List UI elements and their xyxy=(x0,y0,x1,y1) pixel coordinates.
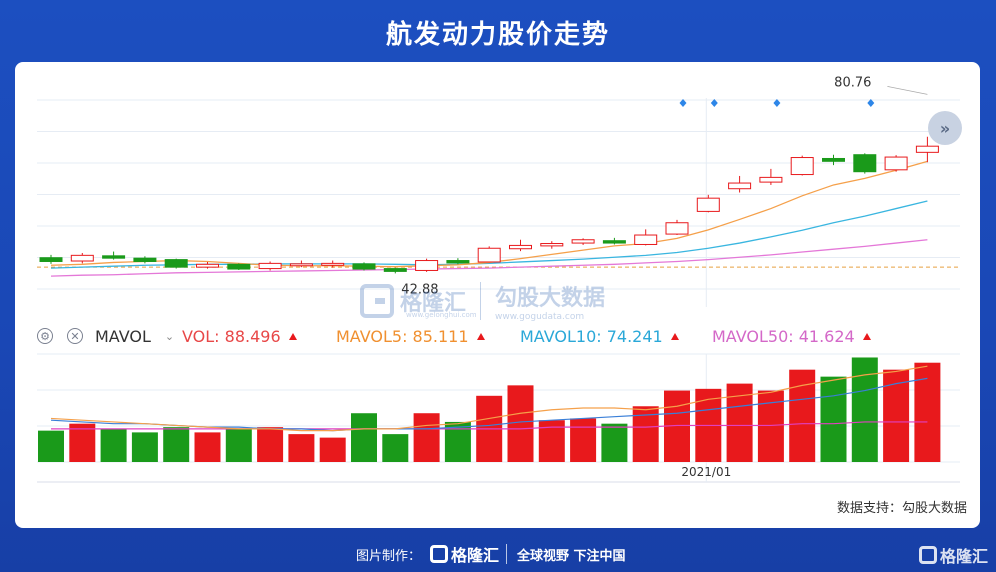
watermark-brand: 格隆汇 xyxy=(400,291,467,316)
up-arrow-icon xyxy=(862,333,871,340)
candle-body xyxy=(321,262,345,266)
mavol-selector[interactable]: MAVOL ⌄ xyxy=(95,327,174,346)
candle-body xyxy=(571,239,595,244)
volume-bar xyxy=(601,423,628,462)
volume-bar xyxy=(413,413,440,462)
watermark-product: 勾股大数据 xyxy=(495,286,606,311)
watermark-logo-icon xyxy=(360,284,394,318)
candle-body xyxy=(289,263,313,267)
candle-body xyxy=(884,156,908,171)
volume-bar xyxy=(194,432,221,462)
volume-bar xyxy=(820,376,847,462)
candle-body xyxy=(759,176,783,183)
candle-body xyxy=(665,222,689,235)
x-tick-label: 2021/01 xyxy=(681,465,731,479)
candle-body xyxy=(540,243,564,247)
volume-bar xyxy=(914,362,941,462)
candle-body xyxy=(258,262,282,270)
up-arrow-icon xyxy=(476,333,485,340)
volume-bar xyxy=(288,434,315,462)
volume-bar xyxy=(163,427,190,462)
candle-body xyxy=(164,259,188,268)
volume-bar xyxy=(38,430,64,462)
watermark-domain-right: www.gogudata.com xyxy=(495,312,585,322)
candle-body xyxy=(915,145,939,153)
corner-logo: 格隆汇 xyxy=(918,543,988,567)
mavol5-indicator: MAVOL5: 85.111 xyxy=(336,327,485,346)
event-marker xyxy=(710,99,718,107)
candle-body xyxy=(102,255,126,259)
gear-icon[interactable]: ⚙ xyxy=(37,328,53,344)
volume-bar xyxy=(319,437,346,462)
mavol50-indicator: MAVOL50: 41.624 xyxy=(712,327,871,346)
volume-bar xyxy=(851,357,878,462)
footer-slogan: 全球视野 下注中国 xyxy=(517,549,626,564)
volume-bar xyxy=(570,418,597,462)
volume-bar xyxy=(225,428,252,462)
chart-card: 2021/01 80.76 42.88 格隆汇 www.gelonghui.com … xyxy=(15,62,980,528)
candle-body xyxy=(446,260,470,264)
brand-logo-icon xyxy=(918,546,937,564)
mavol50-value: MAVOL50: 41.624 xyxy=(712,327,855,346)
high-pointer xyxy=(887,86,928,95)
volume-bar xyxy=(69,423,96,462)
stock-chart: 2021/01 80.76 42.88 xyxy=(37,75,960,483)
up-arrow-icon xyxy=(670,333,679,340)
vol-ma50-line xyxy=(51,421,928,430)
page-title: 航发动力股价走势 xyxy=(385,20,610,50)
volume-bar xyxy=(382,434,409,462)
mavol-label: MAVOL xyxy=(95,327,151,346)
mavol10-value: MAVOL10: 74.241 xyxy=(520,327,663,346)
footer-made-by: 图片制作： xyxy=(356,549,422,564)
volume-bar xyxy=(100,428,127,462)
candle-body xyxy=(352,263,376,270)
mavol5-value: MAVOL5: 85.111 xyxy=(336,327,469,346)
vol-value: VOL: 88.496 xyxy=(182,327,281,346)
candle-body xyxy=(477,247,501,263)
candle-body xyxy=(383,268,407,272)
footer: 图片制作： 格隆汇 全球视野 下注中国 格隆汇 xyxy=(0,540,996,572)
event-marker xyxy=(867,99,875,107)
volume-bar xyxy=(507,385,534,462)
volume-bar xyxy=(538,420,565,462)
corner-brand: 格隆汇 xyxy=(939,547,988,566)
candle-body xyxy=(133,257,157,262)
close-icon[interactable]: ✕ xyxy=(67,328,83,344)
volume-bar xyxy=(131,432,158,462)
brand-logo-icon xyxy=(430,545,448,563)
vol-indicator: VOL: 88.496 xyxy=(182,327,297,346)
footer-brand: 格隆汇 xyxy=(451,546,500,565)
watermark: 格隆汇 www.gelonghui.com 勾股大数据 www.gogudata… xyxy=(360,280,605,322)
mavol10-indicator: MAVOL10: 74.241 xyxy=(520,327,679,346)
ma50-line xyxy=(50,239,928,277)
candle-body xyxy=(634,234,658,245)
candle-body xyxy=(196,263,219,268)
candle-body xyxy=(790,157,814,176)
volume-bar xyxy=(257,427,284,462)
candle-body xyxy=(39,257,63,262)
candle-body xyxy=(415,260,439,271)
candle-body xyxy=(696,197,720,212)
chevron-down-icon: ⌄ xyxy=(164,330,175,343)
data-support-text: 数据支持：勾股大数据 xyxy=(836,501,967,516)
event-marker xyxy=(773,99,781,107)
candle-body xyxy=(853,154,877,173)
low-price-label: 42.88 xyxy=(401,282,438,297)
high-price-label: 80.76 xyxy=(834,75,871,90)
candle-body xyxy=(728,182,752,190)
up-arrow-icon xyxy=(288,333,297,340)
candle-body xyxy=(509,244,532,250)
event-marker xyxy=(679,99,687,107)
candle-body xyxy=(822,157,845,162)
chevron-right-icon[interactable]: » xyxy=(928,111,962,145)
vol-ma5-line xyxy=(50,365,928,432)
watermark-divider xyxy=(480,282,482,320)
candle-body xyxy=(227,263,251,270)
footer-logo: 格隆汇 xyxy=(430,542,499,566)
footer-divider xyxy=(506,544,507,564)
candle-body xyxy=(70,254,94,262)
watermark-domain-left: www.gelonghui.com xyxy=(406,311,477,319)
candle-body xyxy=(602,240,626,244)
volume-bar xyxy=(351,413,377,462)
